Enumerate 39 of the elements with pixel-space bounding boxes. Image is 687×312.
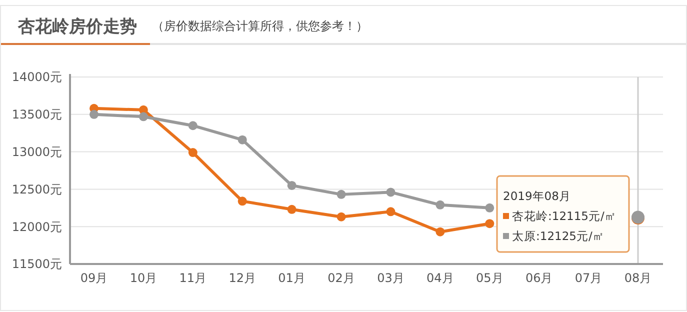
x-tick-label: 04月 [426,271,454,285]
x-tick-label: 09月 [80,271,108,285]
x-tick-label: 08月 [624,271,652,285]
x-tick-label: 03月 [377,271,404,285]
point [90,110,98,119]
point [485,219,494,228]
chart-subtitle: （房价数据综合计算所得，供您参考！） [152,19,368,33]
annotation: 太原:12125元/㎡ [512,229,604,243]
annotation: 2019年08月 [503,189,571,203]
x-tick-label: 05月 [476,271,504,285]
point [386,188,396,197]
x-tick-label: 10月 [130,271,158,285]
x-tick-label: 02月 [328,271,355,285]
y-tick-label: 13500元 [12,108,62,122]
point [238,135,247,144]
x-tick-label: 06月 [525,271,553,285]
point [238,196,247,206]
y-tick-label: 13000元 [12,145,62,159]
y-tick-label: 11500元 [12,257,62,272]
point [188,148,198,158]
point [138,112,148,122]
x-tick-label: 01月 [278,271,306,285]
point [436,200,445,210]
point [336,190,346,199]
y-tick-label: 12000元 [12,220,62,234]
point [336,212,346,222]
x-tick-label: 07月 [574,271,602,285]
point [188,121,198,130]
point [287,180,296,190]
point [287,204,296,214]
y-tick-label: 14000元 [12,70,62,84]
point [436,227,445,236]
chart-title: 杏花岭房价走势 [17,17,137,37]
point [386,207,396,216]
annotation: 杏花岭:12115元/㎡ [512,209,616,223]
point [485,203,494,212]
x-tick-label: 12月 [228,271,256,285]
x-tick-label: 11月 [179,271,207,285]
y-tick-label: 12500元 [12,182,62,196]
